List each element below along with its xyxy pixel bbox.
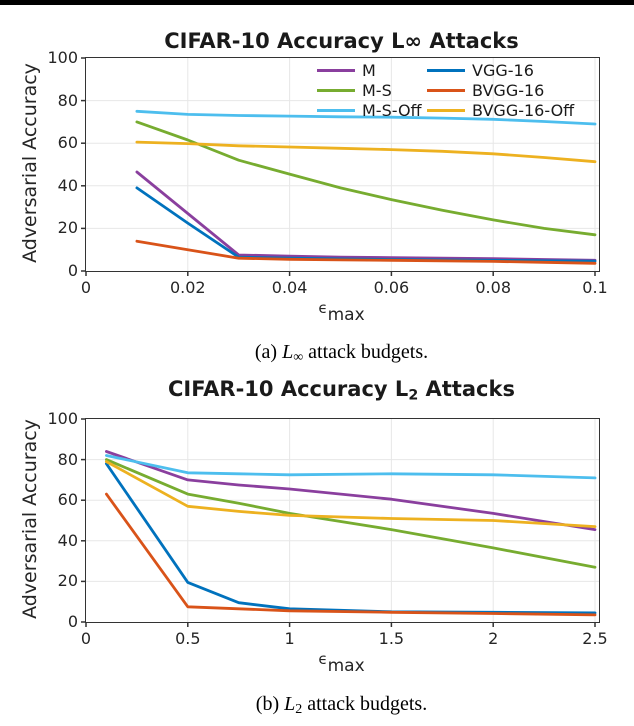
legend-line-swatch <box>427 88 465 92</box>
y-tick-label: 100 <box>47 48 78 67</box>
legend-entry-M-S: M-S <box>317 80 392 100</box>
caption-L: L <box>284 693 296 715</box>
series-line-VGG-16 <box>104 462 597 615</box>
series-line-M <box>104 450 597 531</box>
x-tick-label: 0 <box>80 629 92 648</box>
epsilon-subscript: max <box>327 305 365 325</box>
title-L: L <box>391 29 405 53</box>
caption-subscript: 2 <box>295 701 303 717</box>
x-tick-label: 2 <box>488 629 499 648</box>
series-line-VGG-16 <box>135 186 597 263</box>
x-tick-label: 0.06 <box>373 278 410 297</box>
legend: M M-S M-S-Off VGG-16 BVGG-16 BVGG-16-Off <box>317 60 597 120</box>
epsilon-symbol: ϵ <box>318 299 328 317</box>
title-suffix: Attacks <box>418 377 515 401</box>
chart-title-linf: CIFAR-10 Accuracy L∞ Attacks <box>85 29 598 53</box>
legend-entry-VGG-16: VGG-16 <box>427 60 534 80</box>
caption-b: (b) L2 attack budgets. <box>85 693 598 718</box>
legend-line-swatch <box>317 88 355 92</box>
caption-tag: (a) <box>254 341 283 363</box>
series-line-M <box>135 170 597 262</box>
chart-canvas <box>81 57 599 276</box>
title-L: L <box>394 377 409 401</box>
title-text: CIFAR-10 Accuracy <box>164 29 392 53</box>
series-line-BVGG-16 <box>135 239 597 265</box>
legend-entry-M: M <box>317 60 376 80</box>
series-line-BVGG-16-Off <box>104 460 597 528</box>
y-tick-label: 20 <box>57 218 78 238</box>
x-tick-label: 0.1 <box>582 278 608 297</box>
caption-subscript: ∞ <box>293 349 304 365</box>
chart-canvas <box>81 418 599 627</box>
series-line-M-S <box>135 120 597 237</box>
series-line-M-S <box>104 458 597 569</box>
x-tick-label: 0.04 <box>271 278 308 297</box>
legend-label: M <box>362 60 376 80</box>
y-tick-label: 40 <box>57 175 78 195</box>
y-tick-label: 20 <box>57 571 78 591</box>
y-tick-label: 60 <box>57 133 78 153</box>
legend-entry-BVGG-16: BVGG-16 <box>427 80 544 100</box>
legend-label: BVGG-16 <box>472 80 545 100</box>
series-line-M-S-Off <box>135 109 597 126</box>
chart-title-l2: CIFAR-10 Accuracy L2 Attacks <box>85 377 598 404</box>
epsilon-subscript: max <box>327 656 365 676</box>
legend-label: VGG-16 <box>472 60 534 80</box>
x-tick-label: 0.08 <box>475 278 511 297</box>
x-axis-label: ϵmax <box>85 650 598 676</box>
caption-rest: attack budgets. <box>303 341 429 363</box>
plot-area-l2: 0 20 40 60 80 100 0 0.5 1 1.5 2 2.5 <box>47 409 607 648</box>
epsilon-symbol: ϵ <box>318 650 328 668</box>
legend-line-swatch <box>317 68 355 72</box>
legend-line-swatch <box>317 108 355 112</box>
x-tick-label: 1.5 <box>378 629 405 648</box>
legend-label: M-S <box>362 80 392 100</box>
plot-area-linf: 0 20 40 60 80 100 0 0.02 0.04 0.06 0.08 0.1 M M-S M-S-… <box>47 48 607 297</box>
y-tick-label: 0 <box>67 612 78 631</box>
legend-label: M-S-Off <box>362 100 422 120</box>
caption-rest: attack budgets. <box>302 693 428 715</box>
title-suffix: Attacks <box>422 29 519 53</box>
series-line-M-S-Off <box>104 454 597 480</box>
y-tick-label: 0 <box>67 261 78 280</box>
legend-line-swatch <box>427 108 465 112</box>
legend-entry-M-S-Off: M-S-Off <box>317 100 422 120</box>
y-tick-label: 40 <box>57 530 78 550</box>
x-tick-label: 1 <box>284 629 295 648</box>
y-axis-label: Adversarial Accuracy <box>19 419 41 619</box>
legend-entry-BVGG-16-Off: BVGG-16-Off <box>427 100 574 120</box>
x-axis-label: ϵmax <box>85 299 598 325</box>
y-tick-label: 60 <box>57 490 78 510</box>
x-tick-label: 2.5 <box>582 629 608 648</box>
x-tick-label: 0 <box>80 278 92 297</box>
y-tick-label: 100 <box>47 409 78 428</box>
caption-L: L <box>282 341 294 363</box>
series-line-BVGG-16 <box>104 492 597 617</box>
caption-tag: (b) <box>255 693 285 715</box>
series-line-BVGG-16-Off <box>135 140 597 164</box>
legend-line-swatch <box>427 68 465 72</box>
x-tick-label: 0.02 <box>169 278 206 297</box>
title-text: CIFAR-10 Accuracy <box>168 377 395 401</box>
page-top-rule <box>0 0 634 5</box>
infinity-symbol: ∞ <box>404 29 423 53</box>
y-tick-label: 80 <box>57 449 78 469</box>
x-tick-label: 0.5 <box>175 629 201 648</box>
legend-label: BVGG-16-Off <box>472 100 575 120</box>
caption-a: (a) L∞ attack budgets. <box>85 341 598 366</box>
title-subscript-2: 2 <box>408 387 419 404</box>
y-tick-label: 80 <box>57 90 78 110</box>
y-axis-label: Adversarial Accuracy <box>19 63 41 263</box>
